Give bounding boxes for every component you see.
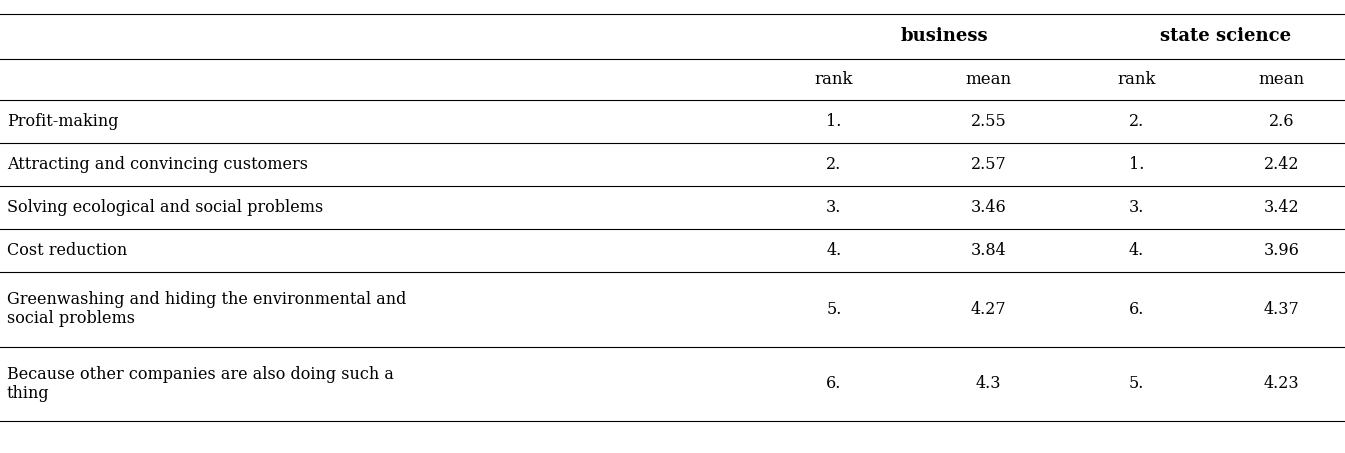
Text: rank: rank [815,71,853,88]
Text: 1.: 1. [826,113,842,130]
Text: 3.42: 3.42 [1264,199,1299,216]
Text: state science: state science [1159,27,1291,45]
Text: Because other companies are also doing such a
thing: Because other companies are also doing s… [7,366,394,402]
Text: 4.3: 4.3 [976,376,1001,392]
Text: 1.: 1. [1128,156,1145,173]
Text: 4.23: 4.23 [1264,376,1299,392]
Text: 3.96: 3.96 [1264,242,1299,259]
Text: Profit-making: Profit-making [7,113,118,130]
Text: 5.: 5. [826,301,842,318]
Text: 5.: 5. [1128,376,1145,392]
Text: 4.27: 4.27 [971,301,1006,318]
Text: rank: rank [1118,71,1155,88]
Text: 2.: 2. [826,156,842,173]
Text: 6.: 6. [1128,301,1145,318]
Text: 3.84: 3.84 [971,242,1006,259]
Text: mean: mean [1259,71,1305,88]
Text: 2.55: 2.55 [971,113,1006,130]
Text: Solving ecological and social problems: Solving ecological and social problems [7,199,323,216]
Text: 3.: 3. [1128,199,1145,216]
Text: 2.: 2. [1128,113,1145,130]
Text: 3.: 3. [826,199,842,216]
Text: 2.6: 2.6 [1270,113,1294,130]
Text: Cost reduction: Cost reduction [7,242,126,259]
Text: business: business [901,27,989,45]
Text: Greenwashing and hiding the environmental and
social problems: Greenwashing and hiding the environmenta… [7,291,406,328]
Text: Attracting and convincing customers: Attracting and convincing customers [7,156,308,173]
Text: 4.37: 4.37 [1264,301,1299,318]
Text: 4.: 4. [826,242,842,259]
Text: 3.46: 3.46 [971,199,1006,216]
Text: 2.42: 2.42 [1264,156,1299,173]
Text: 4.: 4. [1128,242,1145,259]
Text: 2.57: 2.57 [971,156,1006,173]
Text: 6.: 6. [826,376,842,392]
Text: mean: mean [966,71,1011,88]
